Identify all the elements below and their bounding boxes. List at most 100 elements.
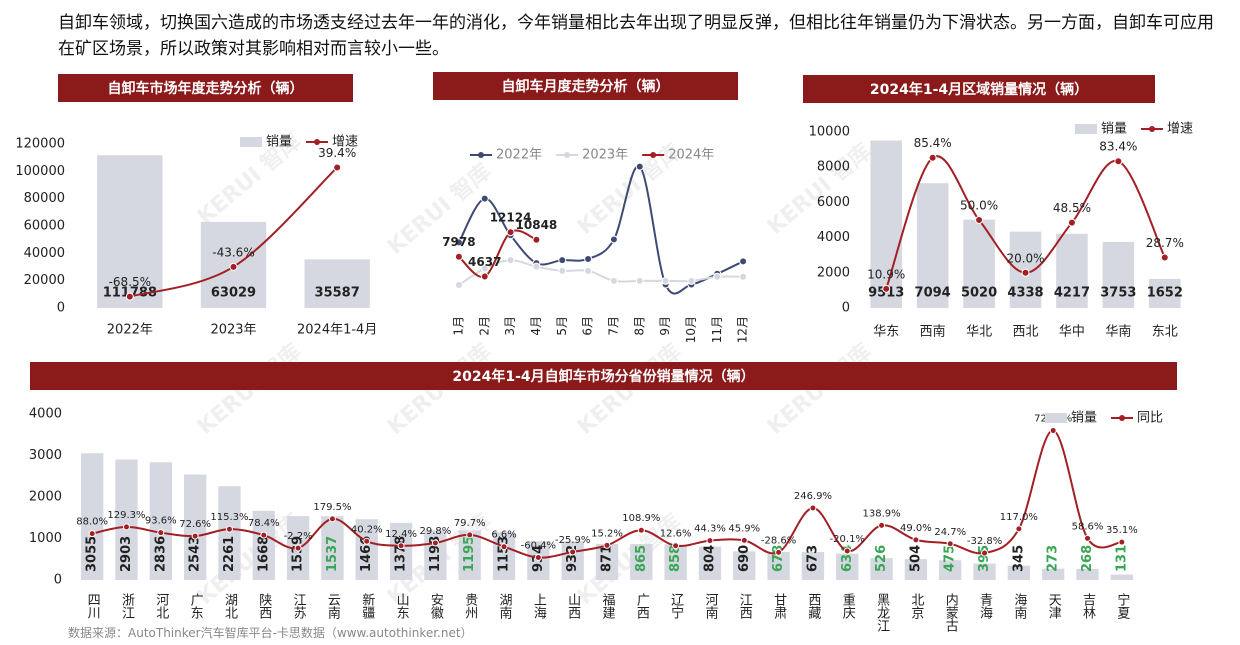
bar: [1102, 241, 1135, 308]
value-label: 6.6%: [491, 530, 516, 541]
value-label: 2903: [119, 536, 134, 572]
value-label: 526: [874, 545, 889, 572]
title-banner: [58, 74, 353, 102]
x-tick-label: 安徽: [428, 593, 444, 619]
point: [739, 257, 748, 266]
point: [260, 531, 268, 539]
value-label: 1537: [325, 536, 340, 572]
x-tick-label: 10月: [684, 316, 698, 343]
title-banner: [433, 72, 738, 100]
y-tick-label: 6000: [817, 195, 850, 210]
value-label: 865: [634, 545, 649, 572]
chart-title: 自卸车月度走势分析（辆）: [502, 78, 670, 95]
point: [125, 292, 134, 301]
value-label: 129.3%: [107, 510, 145, 521]
point: [1015, 525, 1023, 533]
bar: [81, 453, 104, 580]
point: [1160, 253, 1169, 262]
point: [157, 529, 165, 537]
value-label: 3055: [85, 536, 100, 572]
point: [397, 542, 405, 550]
point: [454, 238, 463, 247]
value-label: 15.2%: [591, 528, 623, 539]
legend-swatch: [240, 137, 262, 147]
x-tick-label: 8月: [632, 316, 646, 336]
x-tick-label: 西南: [920, 324, 946, 340]
y-tick-label: 3000: [29, 448, 62, 463]
point: [609, 235, 618, 244]
point: [500, 543, 508, 551]
bar: [733, 551, 756, 580]
x-tick-label: 河北: [153, 593, 169, 620]
x-tick-label: 新疆: [359, 592, 375, 619]
x-tick-label: 西北: [1012, 325, 1038, 340]
value-label: 475: [943, 545, 958, 572]
chart: 自卸车市场年度走势分析（辆） 0 20000 40000 60000 80000 10000…: [15, 74, 377, 338]
title-banner: [30, 362, 1177, 390]
point: [661, 276, 670, 285]
legend-label: 2023年: [582, 148, 628, 163]
x-tick-label: 华南: [1105, 324, 1131, 340]
bar: [904, 559, 928, 580]
point: [1118, 538, 1126, 546]
value-label: 1668: [256, 536, 271, 572]
x-tick-label: 11月: [710, 316, 724, 343]
x-tick-label: 湖北: [222, 593, 238, 620]
point: [569, 548, 577, 556]
value-label: 395: [977, 545, 992, 572]
y-tick-label: 120000: [15, 137, 65, 152]
chart-title: 2024年1-4月区域销量情况（辆）: [870, 81, 1088, 98]
value-label: 35.1%: [1106, 525, 1138, 536]
point: [775, 548, 783, 556]
y-tick-label: 100000: [15, 164, 65, 179]
value-label: 1153: [497, 536, 512, 572]
point: [843, 547, 851, 555]
y-tick-label: 2000: [29, 490, 62, 505]
point: [88, 530, 96, 538]
point: [603, 541, 611, 549]
value-label: 9513: [868, 286, 904, 301]
value-label: -32.8%: [967, 536, 1002, 547]
legend-swatch: [1149, 126, 1156, 132]
legend-swatch: [314, 139, 321, 145]
value-label: 1195: [462, 536, 477, 572]
value-label: 44.3%: [694, 524, 726, 535]
bar: [389, 522, 413, 580]
legend-label: 销量: [1101, 122, 1127, 137]
point: [333, 163, 342, 172]
x-tick-label: 2022年: [107, 323, 153, 338]
chart: 2024年1-4月区域销量情况（辆） 0 2000 4000 6000 8000 10000…: [803, 75, 1193, 340]
point: [878, 521, 886, 529]
x-tick-label: 宁夏: [1114, 592, 1130, 619]
value-label: 24.7%: [934, 527, 966, 538]
value-label: 72.6%: [179, 519, 211, 530]
value-label: 58.6%: [1072, 521, 1104, 532]
value-label: 1466: [359, 536, 374, 572]
bar: [115, 459, 138, 580]
point: [454, 252, 463, 261]
x-tick-label: 广东: [188, 593, 204, 619]
value-label: 1198: [428, 536, 443, 572]
point: [1067, 218, 1076, 227]
y-tick-label: 4000: [29, 407, 62, 422]
point: [534, 554, 542, 562]
x-tick-label: 4月: [529, 316, 543, 336]
point: [635, 162, 644, 171]
bar: [183, 474, 207, 580]
value-label: 115.3%: [210, 512, 248, 523]
point: [928, 153, 937, 162]
value-label: -43.6%: [212, 245, 254, 259]
value-label: 131: [1114, 545, 1129, 572]
point: [480, 194, 489, 203]
point: [506, 256, 515, 265]
legend-label: 增速: [1167, 122, 1193, 137]
value-label: 1539: [291, 536, 306, 572]
x-tick-label: 华中: [1059, 325, 1085, 340]
point: [584, 254, 593, 263]
bar: [801, 552, 825, 580]
x-tick-label: 江西: [737, 593, 753, 619]
y-tick-label: 0: [842, 301, 850, 316]
bar: [630, 544, 653, 580]
value-label: 4637: [468, 255, 501, 269]
value-label: 49.0%: [900, 523, 932, 534]
